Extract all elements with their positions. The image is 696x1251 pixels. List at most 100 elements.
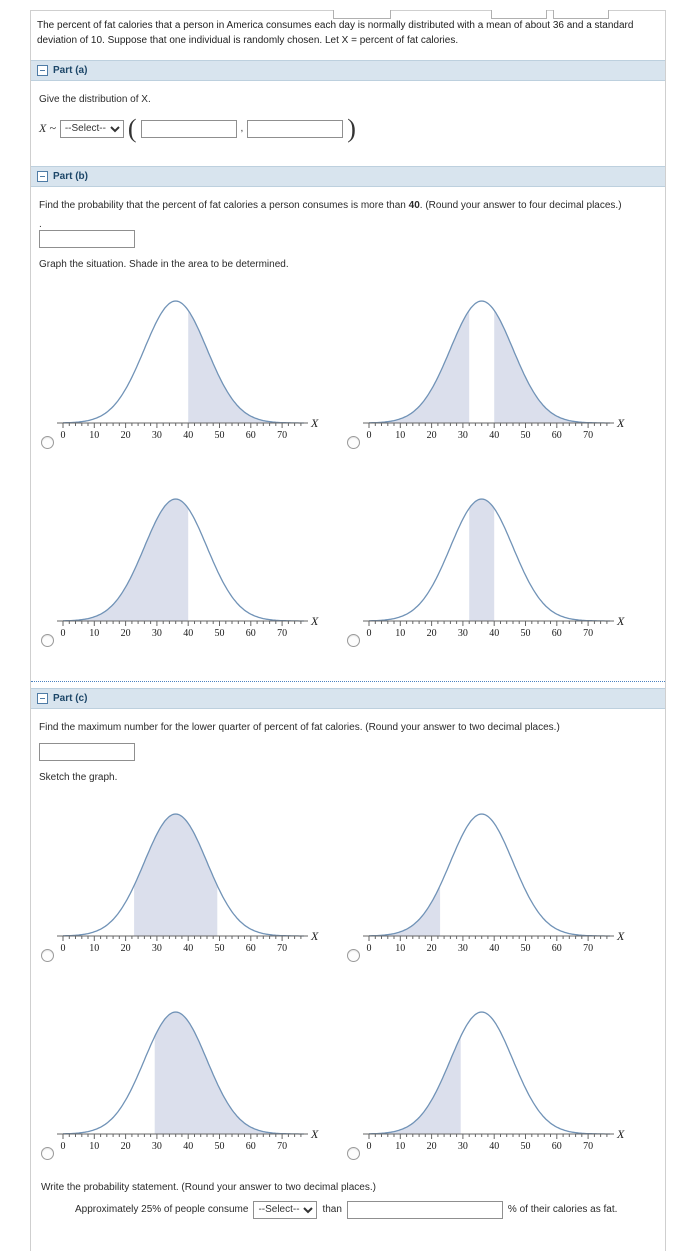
- normal-curve-plot: 0 10 20 30 40 50 60 70 X: [363, 299, 625, 441]
- question-panel: The percent of fat calories that a perso…: [30, 10, 666, 1251]
- distribution-param-2-input[interactable]: [247, 119, 344, 138]
- x-axis-label: X: [616, 1127, 625, 1141]
- collapse-icon[interactable]: [37, 170, 48, 182]
- part-c-section: Part (c) Find the maximum number for the…: [31, 687, 665, 1251]
- x-tick-label: 0: [61, 628, 66, 639]
- normal-curve-plot: 0 10 20 30 40 50 60 70 X: [363, 497, 625, 639]
- truncated-input[interactable]: [553, 10, 609, 19]
- graph-option-radio[interactable]: [41, 435, 54, 449]
- x-tick-label: 0: [367, 943, 372, 954]
- question-separator: [31, 680, 665, 682]
- part-a-section: Part (a) Give the distribution of X. X ~…: [31, 60, 665, 166]
- percentile-value-input[interactable]: [346, 1200, 503, 1219]
- x-tick-label: 10: [395, 1141, 405, 1152]
- x-tick-label: 40: [489, 943, 499, 954]
- x-tick-label: 20: [427, 1141, 437, 1152]
- x-tick-label: 0: [61, 1141, 66, 1152]
- problem-statement: The percent of fat calories that a perso…: [37, 20, 634, 46]
- graph-option-radio[interactable]: [41, 1146, 54, 1160]
- normal-curve-plot: 0 10 20 30 40 50 60 70 X: [57, 299, 319, 441]
- sketch-instruction: Sketch the graph.: [39, 772, 118, 783]
- open-paren: (: [127, 113, 137, 143]
- highlighted-value: 40: [408, 199, 420, 211]
- x-tick-label: 10: [89, 1141, 99, 1152]
- lower-quarter-answer-input[interactable]: [39, 743, 135, 761]
- x-tick-label: 50: [215, 628, 225, 639]
- x-tick-label: 20: [121, 943, 131, 954]
- x-tick-label: 40: [183, 430, 193, 441]
- normal-curve-plot: 0 10 20 30 40 50 60 70 X: [57, 812, 319, 954]
- x-tick-label: 40: [489, 430, 499, 441]
- x-tick-label: 70: [583, 628, 593, 639]
- x-tick-label: 70: [583, 943, 593, 954]
- shaded-region: [369, 885, 441, 936]
- statement-text-middle: than: [322, 1204, 342, 1215]
- collapse-icon[interactable]: [37, 65, 48, 76]
- x-axis-label: X: [310, 416, 319, 430]
- probability-statement-row: Approximately 25% of people consume --Se…: [75, 1200, 657, 1219]
- x-tick-label: 30: [152, 430, 162, 441]
- x-tick-label: 60: [246, 943, 256, 954]
- x-tick-label: 60: [552, 943, 562, 954]
- part-c-prompt: Find the maximum number for the lower qu…: [39, 721, 560, 733]
- x-tick-label: 40: [489, 1141, 499, 1152]
- graph-option-radio[interactable]: [347, 435, 360, 449]
- part-c-title: Part (c): [53, 692, 88, 704]
- x-tick-label: 50: [215, 943, 225, 954]
- graph-option-radio[interactable]: [347, 633, 360, 647]
- graph-option-radio[interactable]: [347, 1146, 360, 1160]
- close-paren: ): [347, 113, 356, 143]
- probability-statement-select[interactable]: --Select--: [253, 1200, 318, 1219]
- part-b-prompt: Find the probability that the percent of…: [39, 199, 657, 214]
- part-a-prompt: Give the distribution of X.: [39, 94, 151, 105]
- x-tick-label: 70: [277, 430, 287, 441]
- x-tick-label: 70: [277, 628, 287, 639]
- part-b-body: Find the probability that the percent of…: [31, 187, 665, 677]
- shaded-region: [188, 309, 304, 423]
- graph-option-radio[interactable]: [41, 948, 54, 962]
- x-variable-label: X ~: [39, 121, 56, 135]
- x-tick-label: 70: [277, 943, 287, 954]
- part-b-graph-options: 0 10 20 30 40 50 60 70 X 0 10 20 30 40 50 60 70 X 0 10 20 3…: [39, 285, 657, 655]
- truncated-input[interactable]: [333, 10, 391, 19]
- x-axis-label: X: [616, 416, 625, 430]
- distribution-select[interactable]: --Select--: [59, 119, 124, 138]
- normal-curve: [369, 299, 610, 424]
- x-tick-label: 30: [152, 943, 162, 954]
- x-tick-label: 60: [552, 628, 562, 639]
- graph-option-radio[interactable]: [41, 633, 54, 647]
- normal-curve: [63, 497, 304, 622]
- x-axis-label: X: [616, 614, 625, 628]
- collapse-icon[interactable]: [37, 692, 48, 704]
- distribution-graph-option: 0 10 20 30 40 50 60 70 X: [39, 483, 345, 655]
- x-tick-label: 0: [367, 1141, 372, 1152]
- distribution-param-1-input[interactable]: [140, 119, 237, 138]
- part-b-prompt-before: Find the probability that the percent of…: [39, 199, 409, 211]
- part-b-title: Part (b): [53, 170, 88, 182]
- part-b-section: Part (b) Find the probability that the p…: [31, 165, 665, 677]
- x-tick-label: 60: [246, 1141, 256, 1152]
- part-a-title: Part (a): [53, 65, 88, 76]
- shaded-region: [469, 498, 495, 621]
- graph-option-radio[interactable]: [347, 948, 360, 962]
- part-a-body: Give the distribution of X. X ~ --Select…: [31, 81, 665, 166]
- x-axis-label: X: [310, 1127, 319, 1141]
- x-tick-label: 40: [183, 1141, 193, 1152]
- shaded-region: [154, 1011, 304, 1134]
- part-b-answer-block: .: [39, 219, 657, 248]
- x-tick-label: 50: [215, 1141, 225, 1152]
- probability-answer-input[interactable]: [39, 230, 135, 248]
- x-tick-label: 50: [521, 430, 531, 441]
- part-b-header: Part (b): [31, 165, 665, 187]
- x-tick-label: 0: [61, 943, 66, 954]
- truncated-input[interactable]: [491, 10, 547, 19]
- distribution-graph-option: 0 10 20 30 40 50 60 70 X: [345, 996, 651, 1168]
- x-tick-label: 40: [489, 628, 499, 639]
- stray-period: .: [39, 219, 42, 230]
- shaded-region: [369, 309, 470, 423]
- distribution-graph-option: 0 10 20 30 40 50 60 70 X: [345, 798, 651, 970]
- x-tick-label: 40: [183, 943, 193, 954]
- x-tick-label: 0: [61, 430, 66, 441]
- part-c-answer-block: [39, 743, 657, 761]
- x-tick-label: 30: [458, 943, 468, 954]
